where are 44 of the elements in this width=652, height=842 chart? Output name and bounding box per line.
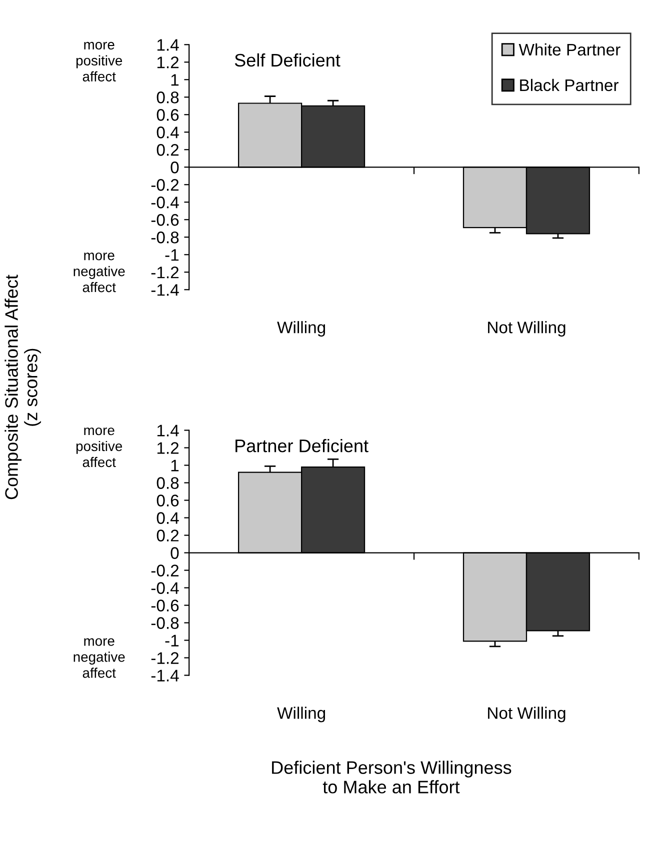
text: more negative affect bbox=[74, 252, 125, 292]
y-tick-label: 1.2 bbox=[157, 56, 179, 68]
legend-label: Black Partner bbox=[520, 78, 619, 92]
x-tick-label: Not Willing bbox=[488, 321, 566, 337]
y-tick-label: 0.6 bbox=[156, 494, 179, 506]
y-tick-label: -1.2 bbox=[151, 266, 179, 278]
y-tick-label: 1.4 bbox=[157, 424, 179, 436]
y-tick-label: -0.4 bbox=[151, 582, 179, 594]
x-tick-label: Willing bbox=[277, 706, 326, 722]
y-tick-label: 0 bbox=[170, 547, 179, 559]
chart-title: Self Deficient bbox=[234, 53, 340, 67]
y-axis-title: Composite Situational Affect (z scores) bbox=[4, 274, 41, 500]
chart-title: Partner Deficient bbox=[236, 439, 368, 452]
y-tick-label: 1 bbox=[171, 74, 179, 86]
y-tick-label: 1.4 bbox=[157, 39, 179, 51]
legend-label: White Partner bbox=[518, 43, 620, 56]
y-tick-label: -0.8 bbox=[151, 232, 179, 244]
y-tick-label: -1 bbox=[165, 249, 179, 261]
y-tick-label: 0.2 bbox=[156, 530, 179, 542]
y-tick-label: 0.2 bbox=[156, 144, 179, 156]
y-tick-label: 0 bbox=[170, 162, 179, 174]
x-axis-title: Deficient Person's Willingness to Make an Effort bbox=[272, 760, 512, 794]
y-tick-label: 0.8 bbox=[156, 477, 179, 489]
x-tick-label: Not Willing bbox=[488, 706, 566, 722]
y-tick-label: -0.4 bbox=[151, 196, 179, 208]
y-tick-label: 0.8 bbox=[156, 92, 179, 104]
y-tick-label: -0.2 bbox=[151, 564, 179, 576]
y-tick-label: 1 bbox=[171, 460, 179, 472]
y-tick-label: 0.4 bbox=[156, 126, 179, 138]
y-tick-label: -1.4 bbox=[151, 284, 179, 296]
y-tick-label: -1.2 bbox=[151, 652, 179, 664]
y-tick-label: -1.4 bbox=[151, 670, 179, 682]
y-tick-label: -0.6 bbox=[151, 214, 179, 226]
y-tick-label: -0.8 bbox=[151, 617, 179, 629]
text: more positive affect bbox=[76, 428, 122, 468]
y-tick-label: 1.2 bbox=[157, 442, 179, 454]
y-tick-label: -1 bbox=[165, 634, 179, 646]
y-tick-label: 0.4 bbox=[156, 512, 179, 524]
x-tick-label: Willing bbox=[277, 321, 326, 337]
y-tick-label: -0.6 bbox=[151, 600, 179, 612]
text: more positive affect bbox=[76, 42, 122, 82]
y-tick-label: 0.6 bbox=[156, 109, 179, 121]
text: more negative affect bbox=[74, 638, 125, 678]
y-tick-label: -0.2 bbox=[151, 179, 179, 191]
